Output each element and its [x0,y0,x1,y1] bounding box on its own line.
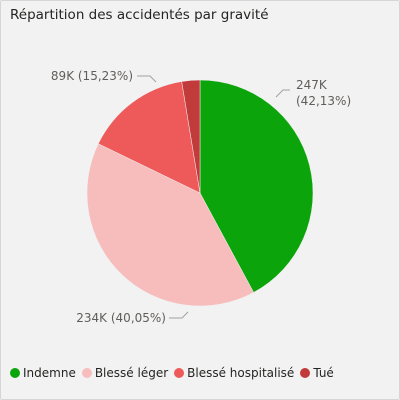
legend-marker-blesse-leger [81,368,92,378]
pie-slice-tue[interactable] [181,79,201,194]
chart-legend: Indemne Blessé léger Blessé hospitalisé … [10,364,340,382]
legend-marker-blesse-hospitalise [174,368,185,378]
leader-line-blesse-leger [169,311,189,319]
leader-line-indemne [275,89,290,98]
data-label-blesse-leger: 234K (40,05%) [76,311,166,325]
legend-label-blesse-hospitalise: Blessé hospitalisé [187,366,295,380]
pie-slice-blesse-hospitalise[interactable] [97,81,201,194]
data-label-indemne-percent: (42,13%) [296,94,351,108]
legend-marker-tue [300,368,311,378]
legend-marker-indemne [10,368,20,378]
legend-item-blesse-hospitalise[interactable]: Blessé hospitalisé [174,366,294,380]
legend-label-indemne: Indemne [23,366,76,380]
chart-title: Répartition des accidentés par gravité [10,7,269,23]
legend-item-tue[interactable]: Tué [300,366,334,380]
pie-slice-indemne[interactable] [199,79,314,293]
pie-slice-blesse-leger[interactable] [86,143,254,307]
data-label-indemne-value: 247K [296,78,328,92]
legend-label-blesse-leger: Blessé léger [94,366,169,380]
legend-item-indemne[interactable]: Indemne [10,366,76,380]
data-label-blesse-hospitalise: 89K (15,23%) [51,69,133,83]
leader-line-blesse-hospitalise [137,75,157,83]
legend-label-tue: Tué [313,366,334,380]
legend-item-blesse-leger[interactable]: Blessé léger [81,366,169,380]
